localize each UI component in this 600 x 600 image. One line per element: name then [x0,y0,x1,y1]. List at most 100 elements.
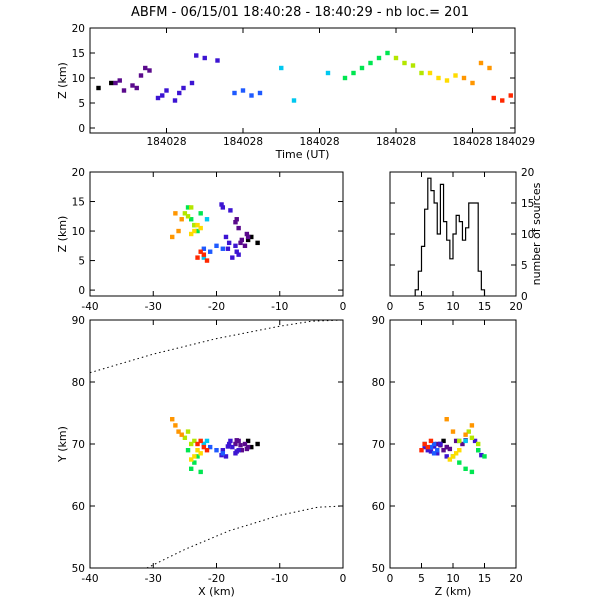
y-tick-label: 70 [72,439,85,451]
data-point [487,65,492,71]
data-point [234,217,239,222]
data-point [176,228,181,234]
x-tick-label: -40 [81,301,98,313]
x-axis-label: Z (km) [435,585,472,598]
data-point [189,441,194,447]
data-point [422,441,427,447]
x-tick-label: 184028 [299,136,339,148]
data-point [195,448,200,453]
data-point [453,438,459,444]
data-point [469,469,475,475]
data-point [234,438,239,443]
data-point [463,432,468,437]
data-point [172,98,178,103]
data-point [463,438,468,444]
x-tick-label: 184028 [376,136,416,148]
data-point [441,438,446,444]
data-point [419,448,424,453]
data-point [226,240,232,246]
data-point [460,441,465,447]
data-point [220,448,226,453]
data-point [195,222,200,228]
y-tick-label: 0 [78,123,85,135]
data-point [220,246,226,251]
data-point [425,448,430,453]
data-point [160,93,165,98]
data-point [176,429,181,434]
data-point [181,85,186,91]
data-point [500,98,505,103]
data-point [215,58,220,63]
y-tick-label: 0 [78,285,85,297]
x-tick-label: -10 [271,573,288,585]
data-point [192,454,197,459]
data-point [453,451,459,456]
data-point [431,451,437,456]
data-point [230,444,235,450]
data-point [244,446,250,452]
data-point [255,441,260,447]
data-point [198,249,203,254]
x-tick-label: 0 [387,573,394,585]
data-point [192,222,197,228]
data-point [233,441,238,447]
y-tick-label: 5 [521,260,528,272]
data-point [185,429,191,434]
x-tick-label: 5 [418,301,425,313]
y-axis-label: Z (km) [56,62,69,99]
data-point [204,438,210,444]
data-point [121,88,127,93]
data-point [245,234,251,240]
y-tick-label: 90 [372,315,385,327]
data-point [438,441,443,447]
y-tick-label: 70 [372,439,385,451]
data-point [232,90,237,96]
data-point [234,449,239,454]
data-point [189,80,195,86]
axes-frame [89,319,344,569]
data-point [376,55,382,61]
data-point [240,88,246,93]
data-point [234,249,239,254]
data-point [225,444,231,449]
y-axis-label: Z (km) [56,216,69,253]
y-tick-label: 60 [372,501,385,513]
data-point [431,441,437,447]
data-point [192,460,197,465]
data-point [325,70,331,76]
data-point [195,255,200,260]
data-point [173,423,178,428]
x-tick-label: 15 [478,573,491,585]
data-point [461,75,467,81]
data-point [239,237,244,243]
data-point [185,448,191,453]
data-point [207,444,213,450]
data-point [201,441,207,447]
data-point [179,217,184,222]
data-point [177,90,182,96]
data-point [479,452,484,458]
axes-frame [89,27,516,134]
x-tick-label: 0 [340,301,347,313]
y-tick-label: 20 [72,167,85,179]
x-tick-label: -20 [208,301,225,313]
y-tick-label: 60 [72,501,85,513]
data-point [223,454,229,459]
data-point [385,50,390,56]
data-point [359,65,365,71]
data-point [204,258,210,263]
data-point [249,234,254,240]
data-point [450,454,456,459]
data-point [207,249,213,254]
data-point [194,53,199,58]
data-point [444,454,449,459]
data-point [351,70,356,76]
data-point [457,460,462,465]
data-point [435,441,440,447]
y-tick-label: 15 [72,197,85,209]
data-point [239,448,244,453]
data-point [422,444,427,450]
